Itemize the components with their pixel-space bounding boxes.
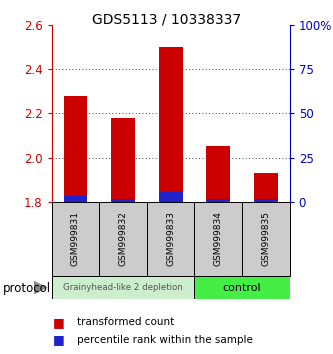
Bar [64, 96, 87, 202]
Bar [147, 202, 194, 276]
Bar [254, 199, 278, 202]
Text: GSM999835: GSM999835 [261, 211, 270, 267]
Bar [99, 202, 147, 276]
Bar [111, 118, 135, 202]
Text: Grainyhead-like 2 depletion: Grainyhead-like 2 depletion [63, 283, 183, 292]
Polygon shape [34, 281, 48, 295]
Bar [52, 202, 99, 276]
Bar [52, 276, 194, 299]
Bar [159, 47, 182, 202]
Text: percentile rank within the sample: percentile rank within the sample [77, 335, 252, 345]
Text: GSM999834: GSM999834 [214, 211, 223, 267]
Text: ■: ■ [53, 316, 65, 329]
Text: ■: ■ [53, 333, 65, 346]
Bar [111, 199, 135, 202]
Bar [194, 202, 242, 276]
Text: GDS5113 / 10338337: GDS5113 / 10338337 [92, 12, 241, 27]
Text: transformed count: transformed count [77, 317, 174, 327]
Bar [254, 173, 278, 202]
Text: GSM999832: GSM999832 [119, 211, 128, 267]
Text: GSM999833: GSM999833 [166, 211, 175, 267]
Text: protocol: protocol [3, 282, 52, 295]
Bar [64, 196, 87, 202]
Bar [206, 199, 230, 202]
Text: GSM999831: GSM999831 [71, 211, 80, 267]
Bar [242, 202, 290, 276]
Bar [159, 192, 182, 202]
Bar [194, 276, 290, 299]
Bar [206, 147, 230, 202]
Text: control: control [223, 282, 261, 293]
